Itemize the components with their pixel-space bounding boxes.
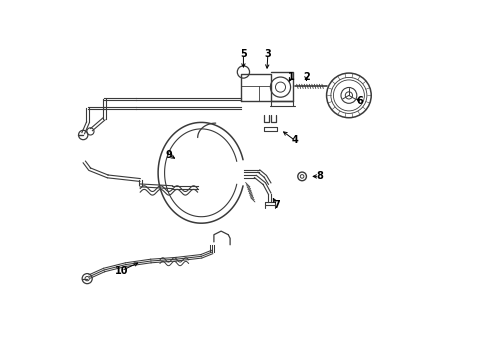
Text: 7: 7 (273, 200, 280, 210)
Text: 9: 9 (165, 150, 172, 160)
Text: 2: 2 (303, 72, 309, 82)
Text: 3: 3 (264, 49, 271, 59)
Text: 1: 1 (287, 72, 294, 82)
Text: 6: 6 (356, 96, 362, 106)
Text: 10: 10 (114, 266, 128, 276)
Text: 8: 8 (315, 171, 322, 181)
Text: 5: 5 (240, 49, 246, 59)
Text: 4: 4 (291, 135, 298, 145)
